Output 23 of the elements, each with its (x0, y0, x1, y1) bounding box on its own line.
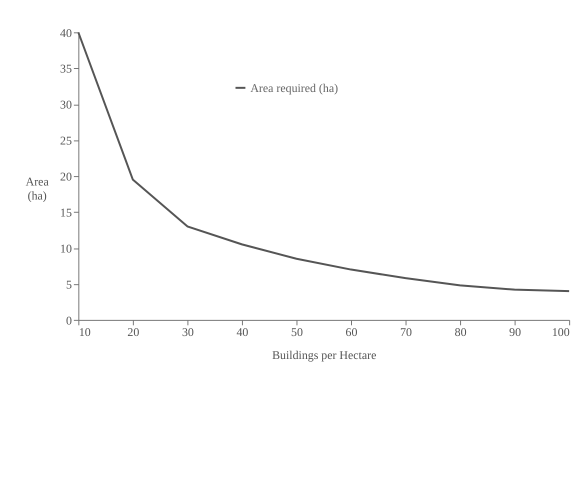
x-tick-label: 20 (127, 325, 140, 340)
y-tick-label: 0 (66, 313, 72, 328)
x-tick-label: 70 (400, 325, 412, 340)
y-tick-label: 25 (60, 134, 72, 148)
y-tick-label: 5 (66, 277, 72, 292)
y-axis-title: Area (ha) (26, 174, 50, 202)
x-tick-label: 100 (552, 325, 570, 340)
x-axis-title: Buildings per Hectare (272, 348, 376, 362)
x-tick-label: 50 (291, 325, 303, 340)
x-tick-label: 60 (346, 325, 358, 340)
legend-label: Area required (ha) (250, 80, 338, 95)
x-tick-label: 80 (454, 325, 467, 340)
x-tick-label: 40 (236, 325, 248, 340)
y-tick-label: 30 (60, 98, 72, 112)
y-tick-label: 15 (60, 205, 72, 220)
y-tick-label: 40 (60, 26, 72, 40)
y-tick-label: 10 (60, 241, 72, 256)
x-tick-label: 10 (78, 325, 91, 340)
line-series (77, 31, 570, 292)
y-tick-label: 20 (60, 170, 72, 184)
x-tick-label: 90 (509, 325, 522, 340)
y-tick-label: 35 (60, 62, 72, 76)
x-tick-label: 30 (182, 325, 194, 340)
